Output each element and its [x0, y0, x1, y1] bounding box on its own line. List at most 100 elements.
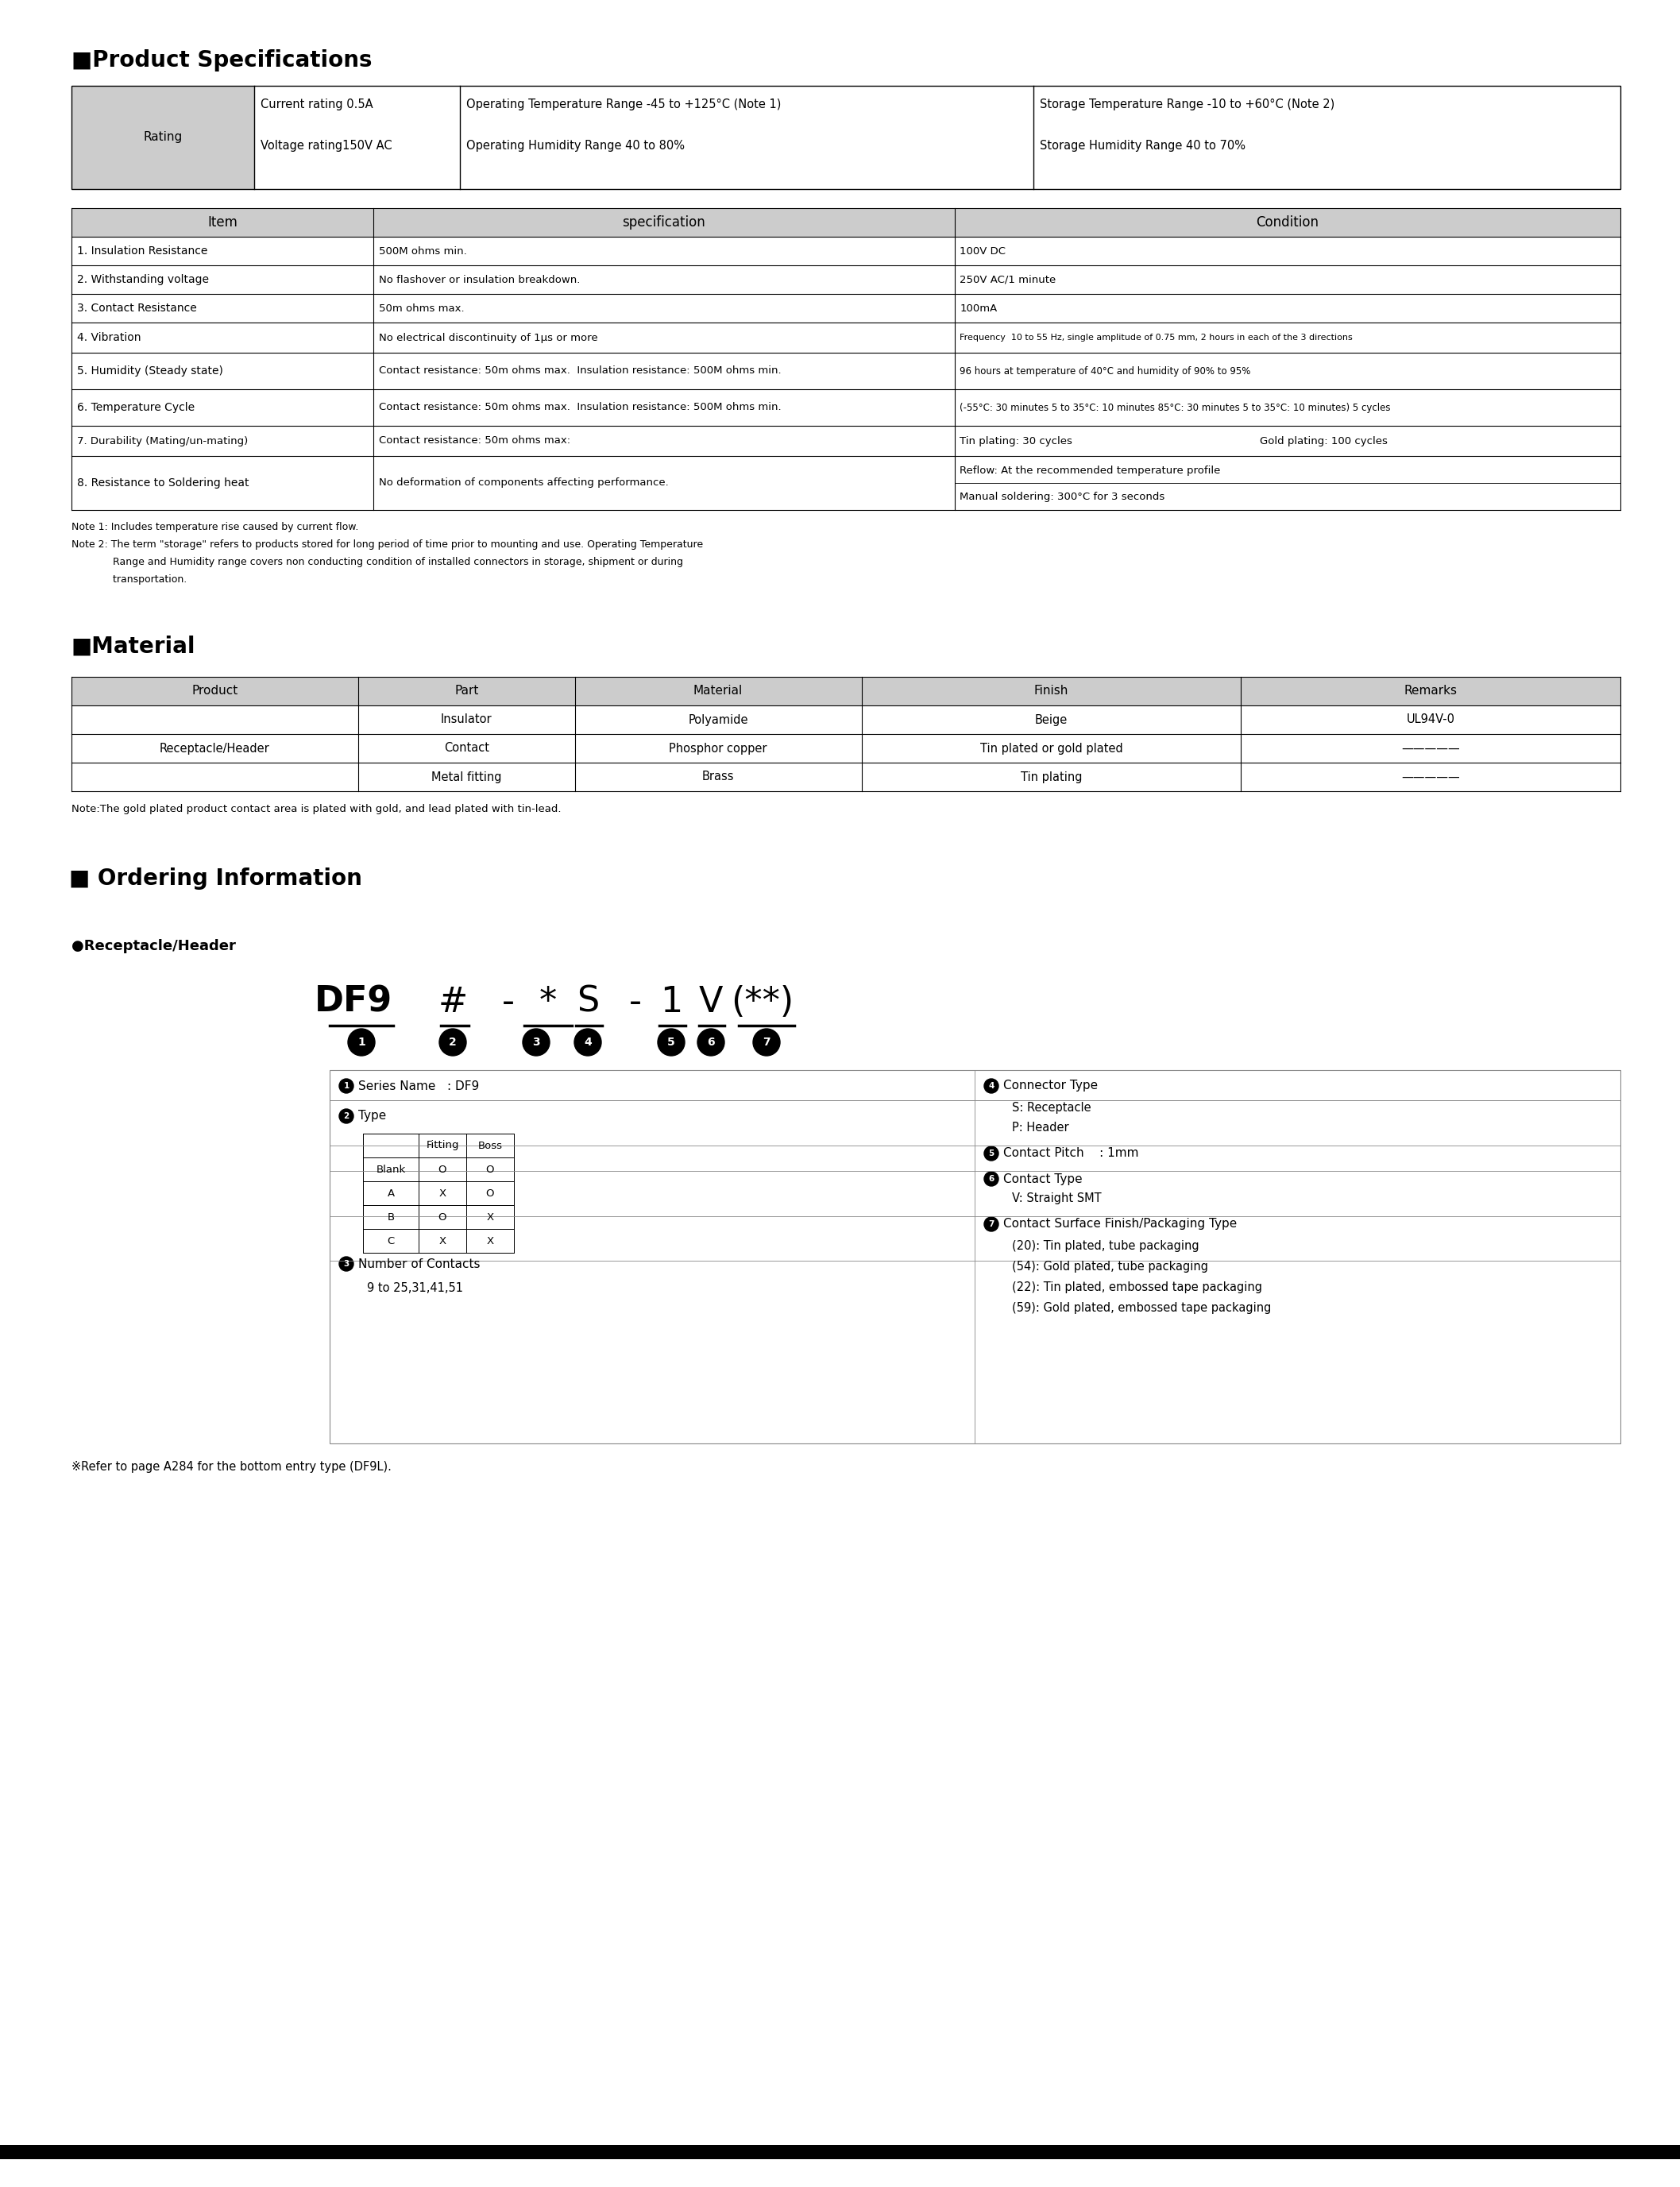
Text: S: S [576, 984, 600, 1019]
Circle shape [522, 1028, 549, 1056]
Text: Metal fitting: Metal fitting [432, 772, 502, 783]
Text: S: Receptacle: S: Receptacle [1011, 1102, 1090, 1113]
Text: (**): (**) [731, 984, 795, 1019]
Text: Contact resistance: 50m ohms max.  Insulation resistance: 500M ohms min.: Contact resistance: 50m ohms max. Insula… [380, 402, 781, 413]
Text: ■Product Specifications: ■Product Specifications [72, 50, 373, 72]
Text: transportation.: transportation. [72, 575, 186, 584]
Text: X: X [438, 1236, 447, 1247]
Text: ■ Ordering Information: ■ Ordering Information [69, 868, 363, 890]
Text: Manual soldering: 300°C for 3 seconds: Manual soldering: 300°C for 3 seconds [959, 492, 1164, 501]
Text: No deformation of components affecting performance.: No deformation of components affecting p… [380, 477, 669, 488]
Text: Blank: Blank [376, 1163, 405, 1174]
Text: ●Receptacle/Header: ●Receptacle/Header [72, 938, 235, 954]
Text: 7. Durability (Mating/un-mating): 7. Durability (Mating/un-mating) [77, 435, 249, 446]
Text: 2. Withstanding voltage: 2. Withstanding voltage [77, 273, 208, 284]
Text: 4. Vibration: 4. Vibration [77, 332, 141, 343]
Text: B: B [386, 1212, 395, 1223]
Text: Boss: Boss [477, 1139, 502, 1150]
Circle shape [339, 1109, 353, 1124]
Text: Number of Contacts: Number of Contacts [358, 1258, 480, 1271]
Text: Storage Humidity Range 40 to 70%: Storage Humidity Range 40 to 70% [1040, 140, 1245, 151]
Circle shape [984, 1172, 998, 1185]
Text: #: # [438, 984, 467, 1019]
Text: Polyamide: Polyamide [689, 713, 748, 726]
Text: Operating Humidity Range 40 to 80%: Operating Humidity Range 40 to 80% [467, 140, 685, 151]
Text: 3: 3 [343, 1260, 349, 1268]
Circle shape [339, 1258, 353, 1271]
Text: (59): Gold plated, embossed tape packaging: (59): Gold plated, embossed tape packagi… [1011, 1303, 1272, 1314]
Text: Gold plating: 100 cycles: Gold plating: 100 cycles [1260, 435, 1388, 446]
Text: O: O [486, 1188, 494, 1198]
Text: Receptacle/Header: Receptacle/Header [160, 741, 270, 755]
Text: 250V AC/1 minute: 250V AC/1 minute [959, 273, 1057, 284]
Text: (20): Tin plated, tube packaging: (20): Tin plated, tube packaging [1011, 1240, 1200, 1253]
Text: 7: 7 [988, 1220, 995, 1229]
Text: X: X [487, 1236, 494, 1247]
Text: 1. Insulation Resistance: 1. Insulation Resistance [77, 245, 208, 256]
Text: 9 to 25,31,41,51: 9 to 25,31,41,51 [366, 1282, 464, 1295]
Text: DF9: DF9 [314, 984, 393, 1019]
Text: V: V [699, 984, 722, 1019]
Text: X: X [487, 1212, 494, 1223]
Text: Connector Type: Connector Type [1003, 1080, 1097, 1091]
Text: Contact Type: Contact Type [1003, 1172, 1082, 1185]
Bar [72, 85, 254, 188]
Text: P: Header: P: Header [1011, 1122, 1068, 1135]
Text: Phosphor copper: Phosphor copper [669, 741, 768, 755]
Circle shape [984, 1078, 998, 1094]
Text: Material: Material [694, 685, 743, 698]
Text: 500M ohms min.: 500M ohms min. [380, 245, 467, 256]
Bar [72, 676, 1621, 706]
Circle shape [984, 1216, 998, 1231]
Text: (22): Tin plated, embossed tape packaging: (22): Tin plated, embossed tape packagin… [1011, 1282, 1262, 1295]
Text: 2: 2 [449, 1037, 457, 1048]
Text: ※Refer to page A284 for the bottom entry type (DF9L).: ※Refer to page A284 for the bottom entry… [72, 1461, 391, 1472]
Text: Finish: Finish [1033, 685, 1068, 698]
Text: Contact resistance: 50m ohms max.  Insulation resistance: 500M ohms min.: Contact resistance: 50m ohms max. Insula… [380, 365, 781, 376]
Circle shape [575, 1028, 601, 1056]
Text: Part: Part [454, 685, 479, 698]
Text: *: * [539, 984, 558, 1019]
Text: Contact Surface Finish/Packaging Type: Contact Surface Finish/Packaging Type [1003, 1218, 1236, 1229]
Text: ■Material: ■Material [72, 636, 197, 658]
Text: 6: 6 [707, 1037, 714, 1048]
Text: 1: 1 [660, 984, 682, 1019]
Circle shape [657, 1028, 685, 1056]
Text: 3: 3 [533, 1037, 539, 1048]
Text: 5: 5 [988, 1150, 995, 1157]
Text: No electrical discontinuity of 1μs or more: No electrical discontinuity of 1μs or mo… [380, 332, 598, 343]
Text: 4: 4 [585, 1037, 591, 1048]
Text: O: O [438, 1163, 447, 1174]
Text: Insulator: Insulator [440, 713, 492, 726]
Bar [329, 1069, 1621, 1443]
Circle shape [348, 1028, 375, 1056]
Bar [363, 1133, 514, 1253]
Text: A: A [386, 1188, 395, 1198]
Text: Tin plated or gold plated: Tin plated or gold plated [979, 741, 1122, 755]
Text: 6: 6 [988, 1174, 995, 1183]
Text: specification: specification [622, 214, 706, 230]
Text: Series Name   : DF9: Series Name : DF9 [358, 1080, 479, 1091]
Bar [72, 85, 1621, 188]
Text: Note 1: Includes temperature rise caused by current flow.: Note 1: Includes temperature rise caused… [72, 523, 358, 531]
Circle shape [438, 1028, 467, 1056]
Text: Contact resistance: 50m ohms max:: Contact resistance: 50m ohms max: [380, 435, 571, 446]
Bar [0, 2145, 1680, 2159]
Text: 6. Temperature Cycle: 6. Temperature Cycle [77, 402, 195, 413]
Text: 100V DC: 100V DC [959, 245, 1006, 256]
Text: Note 2: The term "storage" refers to products stored for long period of time pri: Note 2: The term "storage" refers to pro… [72, 540, 702, 549]
Text: Remarks: Remarks [1404, 685, 1457, 698]
Text: Type: Type [358, 1111, 386, 1122]
Text: O: O [438, 1212, 447, 1223]
Text: 4: 4 [988, 1083, 995, 1089]
Text: Tin plating: 30 cycles: Tin plating: 30 cycles [959, 435, 1072, 446]
Text: Storage Temperature Range -10 to +60°C (Note 2): Storage Temperature Range -10 to +60°C (… [1040, 98, 1334, 109]
Circle shape [339, 1078, 353, 1094]
Text: (-55°C: 30 minutes 5 to 35°C: 10 minutes 85°C: 30 minutes 5 to 35°C: 10 minutes): (-55°C: 30 minutes 5 to 35°C: 10 minutes… [959, 402, 1391, 413]
Text: -: - [628, 984, 642, 1019]
Text: Tin plating: Tin plating [1020, 772, 1082, 783]
Text: UL94V-0: UL94V-0 [1406, 713, 1455, 726]
Text: Reflow: At the recommended temperature profile: Reflow: At the recommended temperature p… [959, 466, 1221, 477]
Text: C: C [386, 1236, 395, 1247]
Circle shape [697, 1028, 724, 1056]
